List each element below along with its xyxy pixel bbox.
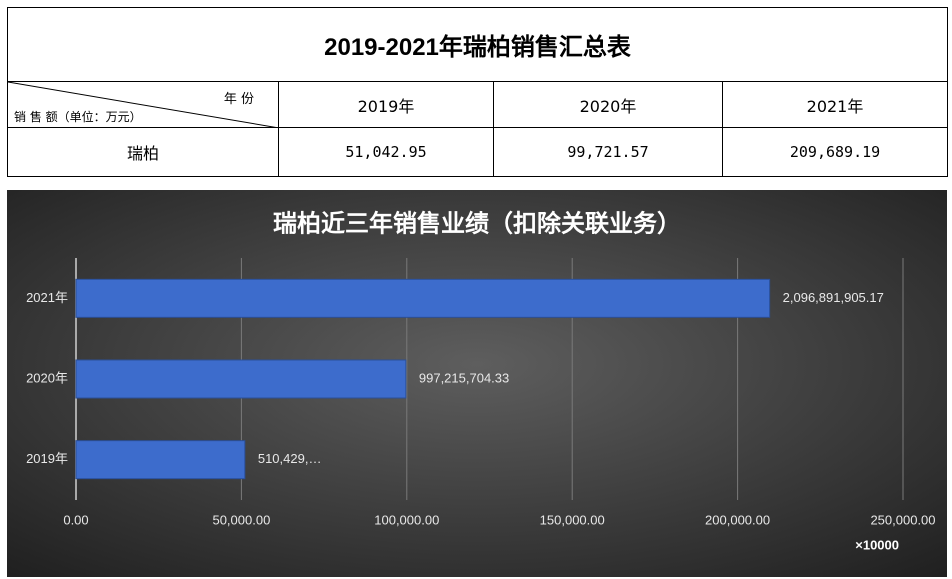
value-label: 510,429,…: [258, 451, 322, 466]
chart-title: 瑞柏近三年销售业绩（扣除关联业务）: [273, 209, 681, 237]
row-header: 瑞柏: [7, 127, 279, 177]
corner-cell: 年 份 销 售 额（单位：万元）: [7, 81, 279, 128]
column-header: 2021年: [721, 81, 949, 128]
cell: 209,689.19: [721, 127, 949, 177]
summary-table: 2019-2021年瑞柏销售汇总表 年 份 销 售 额（单位：万元） 2019年…: [6, 7, 949, 177]
y-tick-label: 2021年: [26, 290, 68, 305]
value-label: 2,096,891,905.17: [783, 290, 884, 305]
unit-label: ×10000: [855, 537, 899, 552]
bar: [75, 359, 407, 399]
corner-diagonal: [8, 82, 279, 128]
x-tick-label: 150,000.00: [540, 512, 605, 527]
x-tick-label: 0.00: [63, 512, 88, 527]
cell: 99,721.57: [493, 127, 723, 177]
value-label: 997,215,704.33: [419, 370, 509, 385]
x-tick-label: 200,000.00: [705, 512, 770, 527]
table-title: 2019-2021年瑞柏销售汇总表: [6, 7, 949, 82]
x-tick-label: 100,000.00: [374, 512, 439, 527]
corner-bottom: 销 售 额（单位：万元）: [14, 110, 142, 124]
cell: 51,042.95: [278, 127, 494, 177]
column-header: 2020年: [493, 81, 723, 128]
bar: [75, 440, 246, 480]
chart: 瑞柏近三年销售业绩（扣除关联业务） ×10000 0.00 50,000.00 10…: [7, 190, 947, 577]
column-header: 2019年: [278, 81, 494, 128]
bar: [75, 278, 771, 318]
corner-top: 年 份: [223, 92, 254, 107]
y-tick-label: 2019年: [26, 451, 68, 466]
x-tick-label: 250,000.00: [870, 512, 935, 527]
x-tick-label: 50,000.00: [212, 512, 270, 527]
y-tick-label: 2020年: [26, 370, 68, 385]
